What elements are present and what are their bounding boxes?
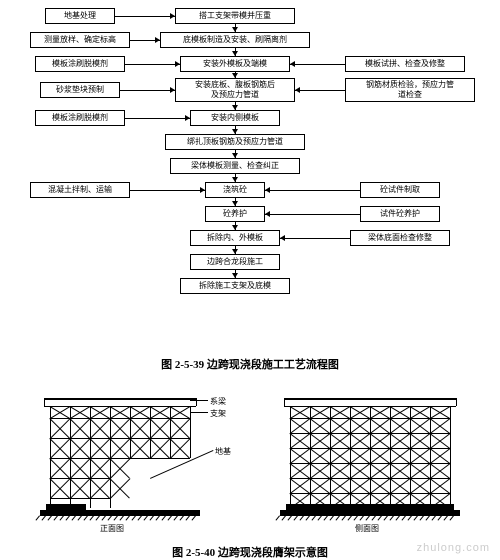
- diagram-label: 侧面图: [355, 523, 379, 534]
- flowchart-node: 边跨合龙段施工: [190, 254, 280, 270]
- flowchart-node: 梁体底面检查修整: [350, 230, 450, 246]
- flowchart-node: 测量放样、确定标高: [30, 32, 130, 48]
- flowchart-node: 砼养护: [205, 206, 265, 222]
- diagram-label: 系梁: [210, 396, 226, 407]
- scaffold-diagram: 系梁支架地基正面图 侧面图: [0, 378, 500, 538]
- flowchart-node: 安装底板、腹板钢筋后及预应力管道: [175, 78, 295, 102]
- flowchart: 地基处理 搭工支架带模并压重测量放样、确定标高 底模板制造及安装、刷隔离剂模板涂刷脱…: [0, 0, 500, 350]
- flowchart-node: 混凝土拌制、运输: [30, 182, 130, 198]
- flowchart-node: 模板涂刷脱模剂: [35, 56, 125, 72]
- flowchart-node: 搭工支架带模并压重: [175, 8, 295, 24]
- flowchart-node: 安装内侧模板: [190, 110, 280, 126]
- flowchart-node: 拆除内、外模板: [190, 230, 280, 246]
- flowchart-node: 砂浆垫块预制: [40, 82, 120, 98]
- flowchart-node: 拆除施工支架及底模: [180, 278, 290, 294]
- flowchart-node: 地基处理: [45, 8, 115, 24]
- flowchart-node: 试件砼养护: [360, 206, 440, 222]
- flowchart-node: 安装外模板及端模: [180, 56, 290, 72]
- watermark: zhulong.com: [417, 542, 490, 554]
- flowchart-node: 模板涂刷脱模剂: [35, 110, 125, 126]
- flowchart-node: 底模板制造及安装、刷隔离剂: [160, 32, 310, 48]
- diagram-label: 支架: [210, 408, 226, 419]
- diagram-label: 地基: [215, 446, 231, 457]
- flowchart-node: 梁体模板测量、检查纠正: [170, 158, 300, 174]
- flowchart-node: 模板试拼、检查及修整: [345, 56, 465, 72]
- caption-flowchart: 图 2-5-39 边跨现浇段施工工艺流程图: [0, 356, 500, 372]
- diagram-label: 正面图: [100, 523, 124, 534]
- flowchart-node: 绑扎顶板钢筋及预应力管道: [165, 134, 305, 150]
- flowchart-node: 浇筑砼: [205, 182, 265, 198]
- flowchart-node: 砼试件制取: [360, 182, 440, 198]
- flowchart-node: 钢筋材质检验，预应力管道检查: [345, 78, 475, 102]
